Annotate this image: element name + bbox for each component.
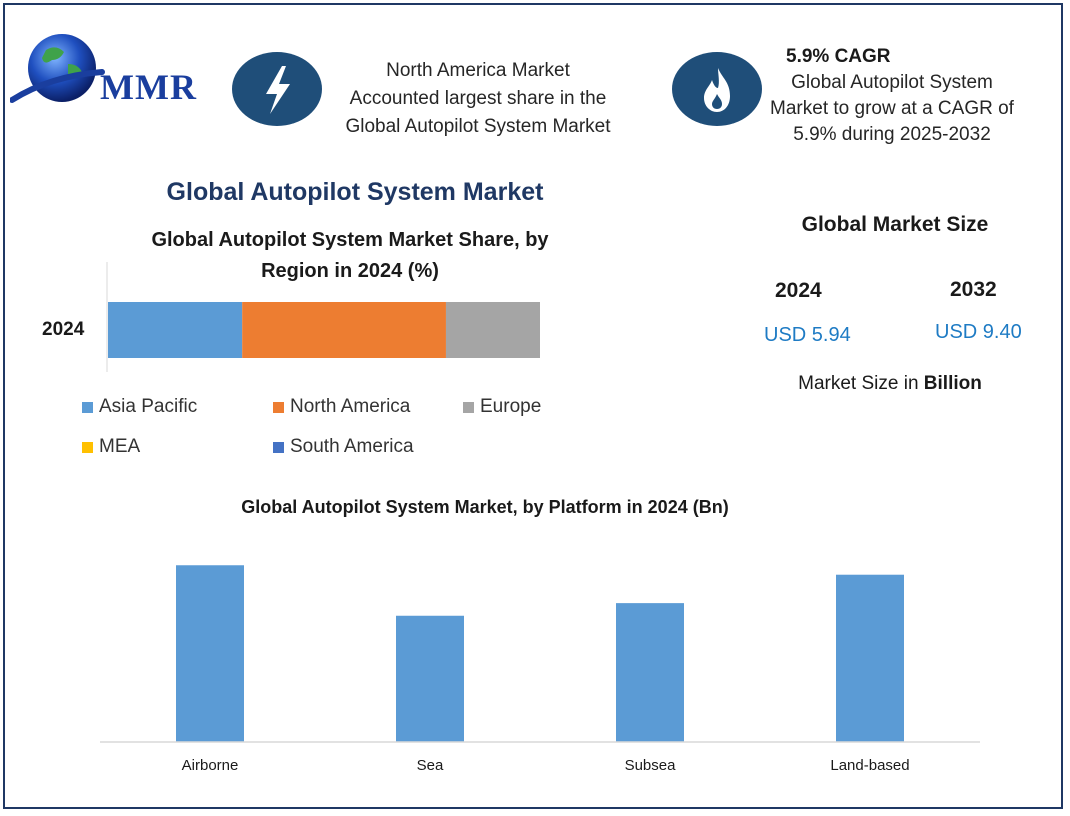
market-size-unit-prefix: Market Size in xyxy=(798,373,924,394)
globe-logo-icon xyxy=(10,34,105,103)
flame-icon xyxy=(704,68,730,112)
market-size-title: Global Market Size xyxy=(801,213,989,236)
market-size-value-2024: USD 5.94 xyxy=(764,324,851,346)
legend-label: North America xyxy=(290,396,411,417)
logo-text: MMR xyxy=(100,67,197,107)
platform-bar-land-based xyxy=(836,574,904,742)
platform-chart-title: Global Autopilot System Market, by Platf… xyxy=(241,497,729,517)
platform-category-label: Subsea xyxy=(624,757,676,774)
legend-label: Asia Pacific xyxy=(99,396,198,417)
infographic-frame xyxy=(3,3,1063,809)
legend-swatch xyxy=(463,401,474,413)
platform-bar-airborne xyxy=(176,565,244,742)
region-segment-asia-pacific xyxy=(108,302,243,358)
legend-label: Europe xyxy=(480,396,542,417)
platform-bar-chart xyxy=(100,565,980,743)
legend-label: MEA xyxy=(99,436,141,457)
info-right-line-3: 5.9% during 2025-2032 xyxy=(793,124,991,145)
legend-swatch xyxy=(273,401,284,413)
cagr-title: 5.9% CAGR xyxy=(786,46,891,67)
legend-swatch xyxy=(82,401,93,413)
info-left-line-2: Accounted largest share in the xyxy=(349,88,607,109)
region-chart-title-line-1: Global Autopilot System Market Share, by xyxy=(151,229,549,251)
platform-category-label: Airborne xyxy=(181,757,239,774)
lightning-icon-badge xyxy=(232,52,322,126)
info-right-line-2: Market to grow at a CAGR of xyxy=(770,98,1014,119)
legend-swatch xyxy=(82,441,93,453)
market-size-year-2024: 2024 xyxy=(775,279,822,302)
info-right-line-1: Global Autopilot System xyxy=(791,72,993,93)
main-title: Global Autopilot System Market xyxy=(166,178,544,206)
region-share-chart xyxy=(106,262,540,372)
legend-item-south-america: South America xyxy=(273,436,414,458)
platform-category-label: Land-based xyxy=(830,757,910,774)
market-size-year-2032: 2032 xyxy=(950,278,997,301)
cagr-info: Global Autopilot System Market to grow a… xyxy=(762,70,1022,148)
region-chart-row-label: 2024 xyxy=(42,319,85,340)
legend-swatch xyxy=(273,441,284,453)
platform-bar-subsea xyxy=(616,603,684,742)
legend-label: South America xyxy=(290,436,414,457)
flame-icon-badge xyxy=(672,52,762,126)
legend-item-mea: MEA xyxy=(82,436,140,458)
region-segment-north-america xyxy=(242,302,446,358)
region-chart-title-line-2: Region in 2024 (%) xyxy=(261,260,439,282)
legend-item-europe: Europe xyxy=(463,396,541,418)
legend-item-asia-pacific: Asia Pacific xyxy=(82,396,197,418)
market-size-value-2032: USD 9.40 xyxy=(935,321,1022,343)
lightning-bolt-icon xyxy=(266,66,290,114)
legend-item-north-america: North America xyxy=(273,396,410,418)
platform-bar-sea xyxy=(396,615,464,742)
info-left-line-3: Global Autopilot System Market xyxy=(345,116,611,137)
info-left-line-1: North America Market xyxy=(386,60,570,81)
market-size-unit-bold: Billion xyxy=(923,373,982,394)
market-size-unit: Market Size in Billion xyxy=(760,373,1020,395)
region-chart-title: Global Autopilot System Market Share, by… xyxy=(110,225,590,287)
region-segment-europe xyxy=(445,302,540,358)
north-america-info: North America Market Accounted largest s… xyxy=(318,57,638,141)
platform-category-label: Sea xyxy=(416,757,444,774)
